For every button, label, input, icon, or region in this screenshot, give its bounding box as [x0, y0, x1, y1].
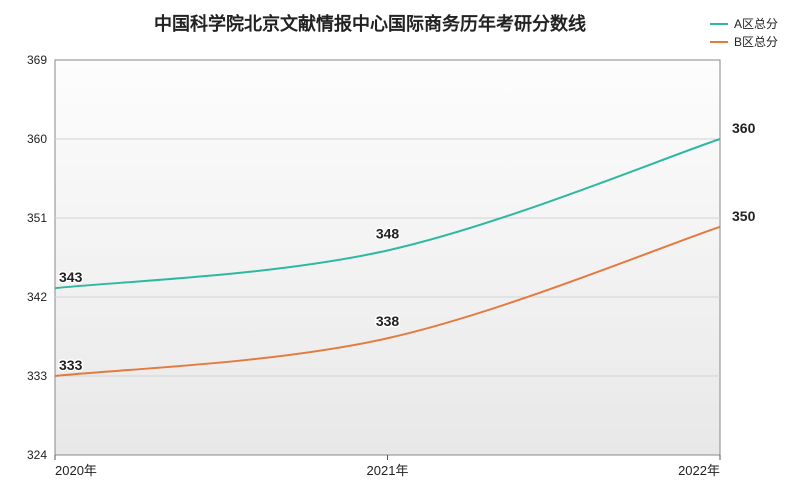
y-tick-label: 369 — [27, 53, 47, 67]
legend-label: B区总分 — [734, 35, 778, 49]
data-label: 338 — [376, 313, 400, 329]
y-tick-label: 333 — [27, 369, 47, 383]
legend-label: A区总分 — [734, 17, 778, 31]
chart-title: 中国科学院北京文献情报中心国际商务历年考研分数线 — [154, 13, 586, 34]
y-tick-label: 342 — [27, 290, 47, 304]
plot-area — [55, 60, 720, 455]
x-tick-label: 2021年 — [367, 463, 409, 478]
y-tick-label: 324 — [27, 448, 47, 462]
data-label: 343 — [59, 269, 83, 285]
data-label: 350 — [732, 208, 756, 224]
data-label: 333 — [59, 357, 83, 373]
y-tick-label: 351 — [27, 211, 47, 225]
data-label: 348 — [376, 225, 400, 241]
x-tick-label: 2022年 — [678, 463, 720, 478]
data-label: 360 — [732, 120, 756, 136]
x-tick-label: 2020年 — [55, 463, 97, 478]
y-tick-label: 360 — [27, 132, 47, 146]
chart-container: 324 333 342 351 360 369 2020年 2021年 2022年 343 348 3… — [0, 0, 800, 500]
chart-svg: 324 333 342 351 360 369 2020年 2021年 2022年 343 348 3… — [0, 0, 800, 500]
